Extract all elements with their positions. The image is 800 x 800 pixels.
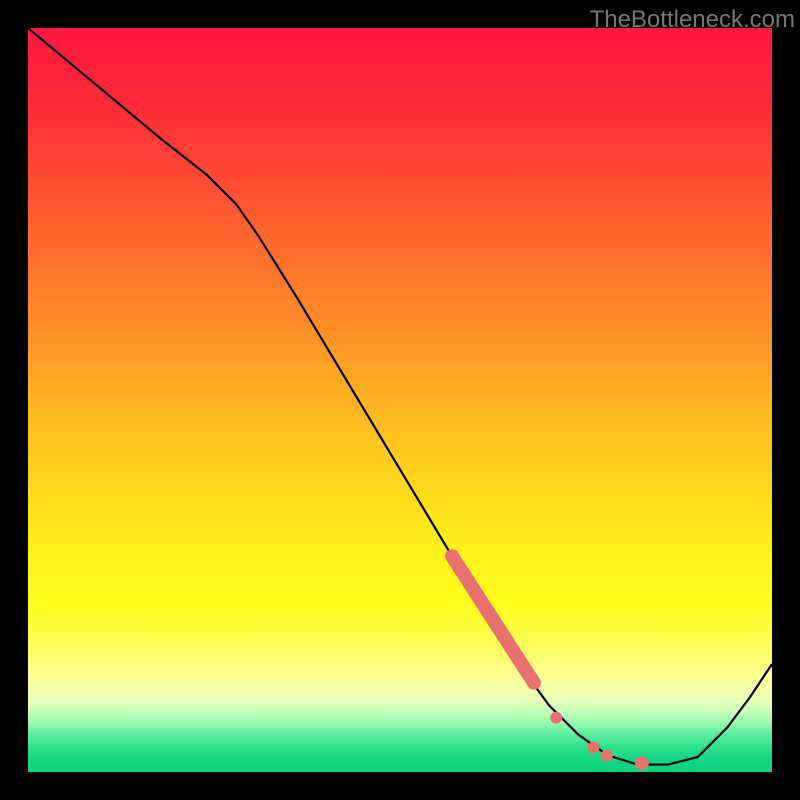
data-marker — [601, 750, 613, 762]
watermark-text: TheBottleneck.com — [590, 6, 795, 34]
data-marker — [635, 756, 649, 770]
chart-container: TheBottleneck.com — [0, 0, 800, 800]
data-marker — [587, 741, 599, 753]
gradient-background — [28, 28, 772, 772]
data-marker — [527, 676, 541, 690]
bottleneck-chart — [0, 0, 800, 800]
data-marker — [550, 712, 562, 724]
